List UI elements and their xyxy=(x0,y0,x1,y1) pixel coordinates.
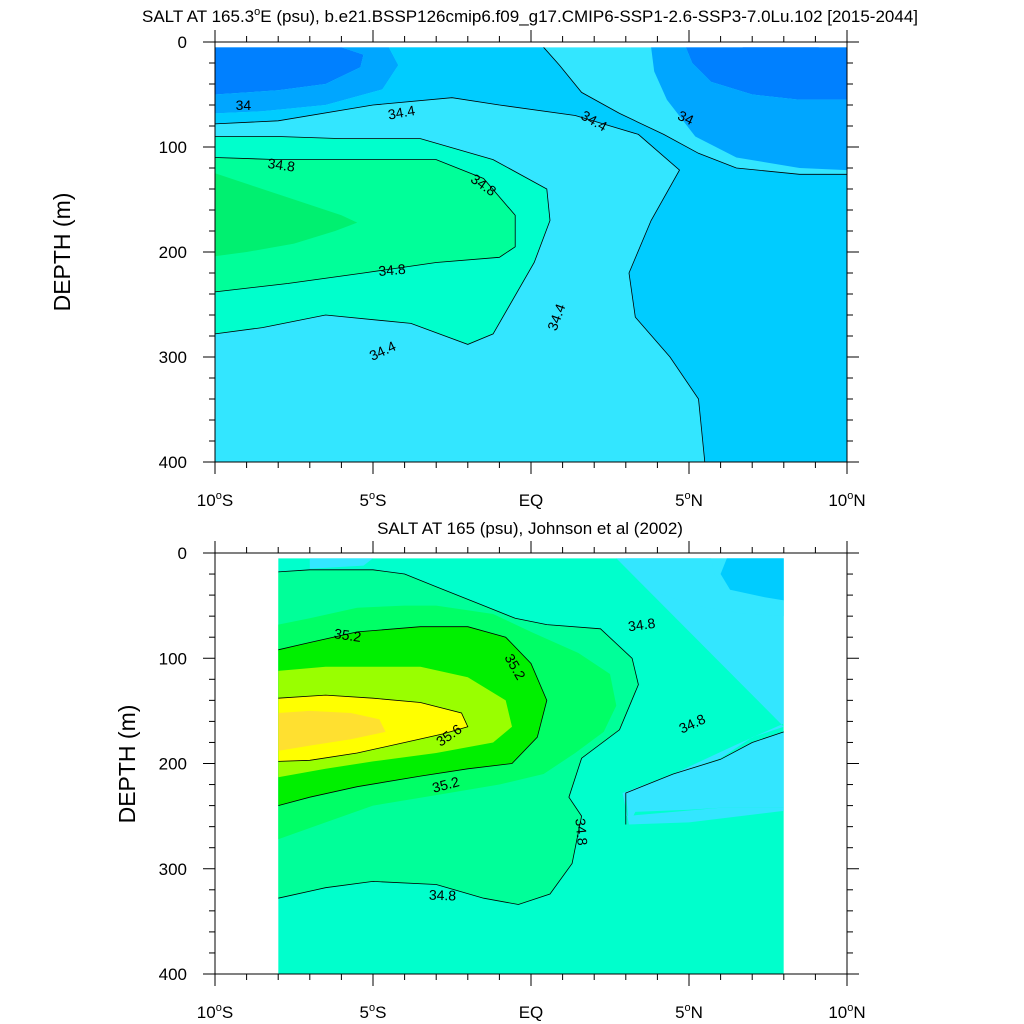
contour-band-34.4-34.6 xyxy=(278,558,373,569)
contour-line-34.8 xyxy=(215,157,516,293)
contour-band-35.0-35.2 xyxy=(215,173,358,257)
contour-line-34.4 xyxy=(499,104,706,462)
contour-label: 34.8 xyxy=(572,818,590,847)
contour-label: 34.8 xyxy=(378,261,407,279)
panel-title: SALT AT 165.3oE (psu), b.e21.BSSP126cmip… xyxy=(142,6,918,26)
panel-title: SALT AT 165 (psu), Johnson et al (2002) xyxy=(377,519,683,538)
contour-label: 35.2 xyxy=(333,625,362,645)
contour-band-34.2-34.4 xyxy=(215,47,847,462)
y-tick-label: 400 xyxy=(159,965,187,984)
contour-band-34.4-34.6 xyxy=(625,558,784,617)
contour-band-34.8-35.0 xyxy=(215,157,516,292)
contour-label: 34.8 xyxy=(267,155,296,175)
contour-label: 34 xyxy=(675,107,696,128)
x-tick-label: 5oS xyxy=(360,490,387,510)
y-tick-label: 0 xyxy=(178,544,187,563)
contour-band-34.4-34.6 xyxy=(625,731,784,825)
x-tick-label: 10oS xyxy=(197,490,233,510)
y-tick-label: 0 xyxy=(178,33,187,52)
contour-band-34.0-34.2 xyxy=(651,47,847,171)
contour-line-34.8 xyxy=(278,569,639,905)
contour-band-34.4-34.6 xyxy=(616,558,784,974)
x-tick-label: EQ xyxy=(519,1003,544,1022)
contour-band-34.0-34.2 xyxy=(215,47,399,114)
contour-line-34.4 xyxy=(215,136,551,345)
contour-label: 35.2 xyxy=(430,773,461,796)
contour-band-35.8-36.0 xyxy=(278,710,386,751)
y-tick-label: 300 xyxy=(159,860,187,879)
y-tick-label: 200 xyxy=(159,755,187,774)
contour-field: 35.235.234.834.835.635.234.834.8 xyxy=(278,558,784,974)
contour-label: 34.8 xyxy=(429,887,457,904)
contour-band-33.8-34.0 xyxy=(685,47,847,100)
x-tick-label: 10oN xyxy=(828,490,865,510)
contour-line-34.8 xyxy=(625,731,784,825)
y-axis-label: DEPTH (m) xyxy=(49,193,75,312)
x-tick-label: 5oS xyxy=(360,1002,387,1022)
y-axis-label: DEPTH (m) xyxy=(114,705,140,824)
contour-label: 34 xyxy=(236,97,252,113)
x-tick-label: EQ xyxy=(519,491,544,510)
y-tick-label: 100 xyxy=(159,649,187,668)
observed-salinity-panel: SALT AT 165 (psu), Johnson et al (2002) … xyxy=(114,519,866,1022)
contour-line-35.2 xyxy=(278,626,548,806)
contour-line-35.6 xyxy=(278,694,469,762)
contour-band-34.2-34.4 xyxy=(720,558,784,601)
contour-line-34 xyxy=(215,97,500,125)
y-tick-label: 400 xyxy=(159,453,187,472)
model-salinity-panel: SALT AT 165.3oE (psu), b.e21.BSSP126cmip… xyxy=(49,6,918,510)
contour-label: 34.4 xyxy=(387,102,417,123)
x-tick-label: 10oN xyxy=(828,1002,865,1022)
x-tick-label: 10oS xyxy=(197,1002,233,1022)
contour-line-34 xyxy=(543,47,847,175)
y-tick-label: 300 xyxy=(159,348,187,367)
y-tick-label: 200 xyxy=(159,243,187,262)
x-tick-label: 5oN xyxy=(675,1002,703,1022)
x-tick-label: 5oN xyxy=(675,490,703,510)
contour-label: 34.8 xyxy=(627,615,656,635)
contour-band-33.8-34.0 xyxy=(215,47,364,95)
y-tick-label: 100 xyxy=(159,138,187,157)
